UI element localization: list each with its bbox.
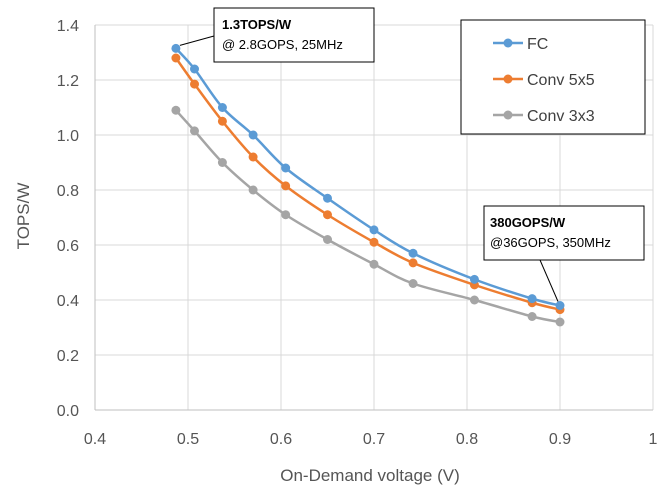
data-point-conv-3x3 (217, 158, 227, 167)
x-tick-label: 0.8 (456, 431, 478, 448)
data-point-conv-5x5 (323, 210, 332, 220)
data-point-fc (323, 193, 332, 203)
x-tick-label: 0.4 (84, 431, 106, 448)
y-tick-label: 1.0 (57, 128, 79, 145)
data-point-conv-3x3 (190, 126, 200, 136)
axes (94, 25, 653, 411)
data-point-conv-3x3 (369, 259, 379, 269)
data-point-fc (408, 248, 418, 258)
data-point-conv-5x5 (369, 237, 379, 247)
data-point-conv-5x5 (217, 116, 227, 126)
x-tick-label: 0.6 (270, 431, 292, 448)
y-tick-label: 0.2 (57, 348, 79, 365)
data-point-conv-5x5 (248, 152, 258, 162)
x-tick-label: 0.7 (363, 431, 385, 448)
data-point-conv-5x5 (171, 53, 181, 63)
y-tick-label: 0.8 (57, 183, 79, 200)
series-fc (171, 43, 565, 310)
y-tick-label: 1.2 (57, 73, 79, 90)
data-point-conv-3x3 (469, 295, 479, 305)
y-axis-label: TOPS/W (14, 183, 33, 250)
legend-swatch-marker (503, 110, 513, 120)
data-point-fc (281, 163, 291, 173)
annotation-high-voltage: 380GOPS/W @36GOPS, 350MHz (483, 205, 645, 302)
data-point-conv-3x3 (323, 235, 332, 244)
series-conv-5x5 (171, 53, 565, 315)
x-tick-labels: 0.4 0.5 0.6 0.7 0.8 0.9 1 (84, 431, 657, 448)
x-tick-label: 1 (649, 431, 657, 448)
series-group (171, 43, 565, 327)
data-point-fc (469, 274, 479, 284)
legend-items: FC Conv 5x5 Conv 3x3 (493, 36, 595, 125)
data-point-conv-5x5 (281, 181, 291, 191)
legend-label: FC (527, 36, 548, 53)
legend-swatch-marker (503, 38, 513, 48)
data-point-conv-5x5 (408, 258, 418, 268)
series-conv-3x3 (171, 105, 565, 327)
legend: FC Conv 5x5 Conv 3x3 (460, 19, 646, 135)
data-point-conv-3x3 (408, 279, 418, 288)
annotation-detail: @ 2.8GOPS, 25MHz (222, 37, 343, 52)
annotation-peak: 1.3TOPS/W @ 2.8GOPS, 25MHz (179, 7, 375, 63)
legend-swatch-marker (503, 74, 513, 84)
x-tick-label: 0.5 (177, 431, 199, 448)
y-tick-labels: 0.0 0.2 0.4 0.6 0.8 1.0 1.2 1.4 (57, 18, 79, 420)
x-axis-label: On-Demand voltage (V) (280, 466, 460, 485)
data-point-fc (555, 301, 565, 310)
legend-box (460, 19, 646, 135)
data-point-conv-3x3 (555, 317, 565, 327)
data-point-fc (369, 225, 379, 235)
data-point-conv-5x5 (190, 79, 200, 89)
y-tick-label: 0.6 (57, 238, 79, 255)
annotation-leader-line (539, 259, 559, 302)
x-tick-label: 0.9 (549, 431, 571, 448)
data-point-fc (171, 43, 181, 53)
annotation-box (483, 205, 645, 261)
data-point-fc (190, 64, 200, 74)
legend-label: Conv 3x3 (527, 108, 595, 125)
legend-label: Conv 5x5 (527, 72, 595, 89)
data-point-conv-3x3 (248, 185, 258, 195)
y-tick-label: 0.4 (57, 293, 79, 310)
data-point-conv-3x3 (171, 105, 181, 115)
annotation-leader-line (179, 35, 215, 46)
legend-item-fc: FC (493, 36, 548, 53)
legend-item-conv-5x5: Conv 5x5 (493, 72, 595, 89)
y-tick-label: 1.4 (57, 18, 79, 35)
annotation-title: 1.3TOPS/W (222, 17, 292, 32)
data-point-fc (527, 294, 537, 304)
data-point-fc (217, 103, 227, 112)
data-point-conv-3x3 (527, 312, 537, 321)
y-tick-label: 0.0 (57, 403, 79, 420)
annotation-title: 380GOPS/W (490, 215, 566, 230)
data-point-conv-3x3 (281, 210, 291, 220)
legend-item-conv-3x3: Conv 3x3 (493, 108, 595, 125)
annotation-detail: @36GOPS, 350MHz (490, 235, 611, 250)
annotation-box (213, 7, 375, 63)
data-point-fc (248, 130, 258, 140)
